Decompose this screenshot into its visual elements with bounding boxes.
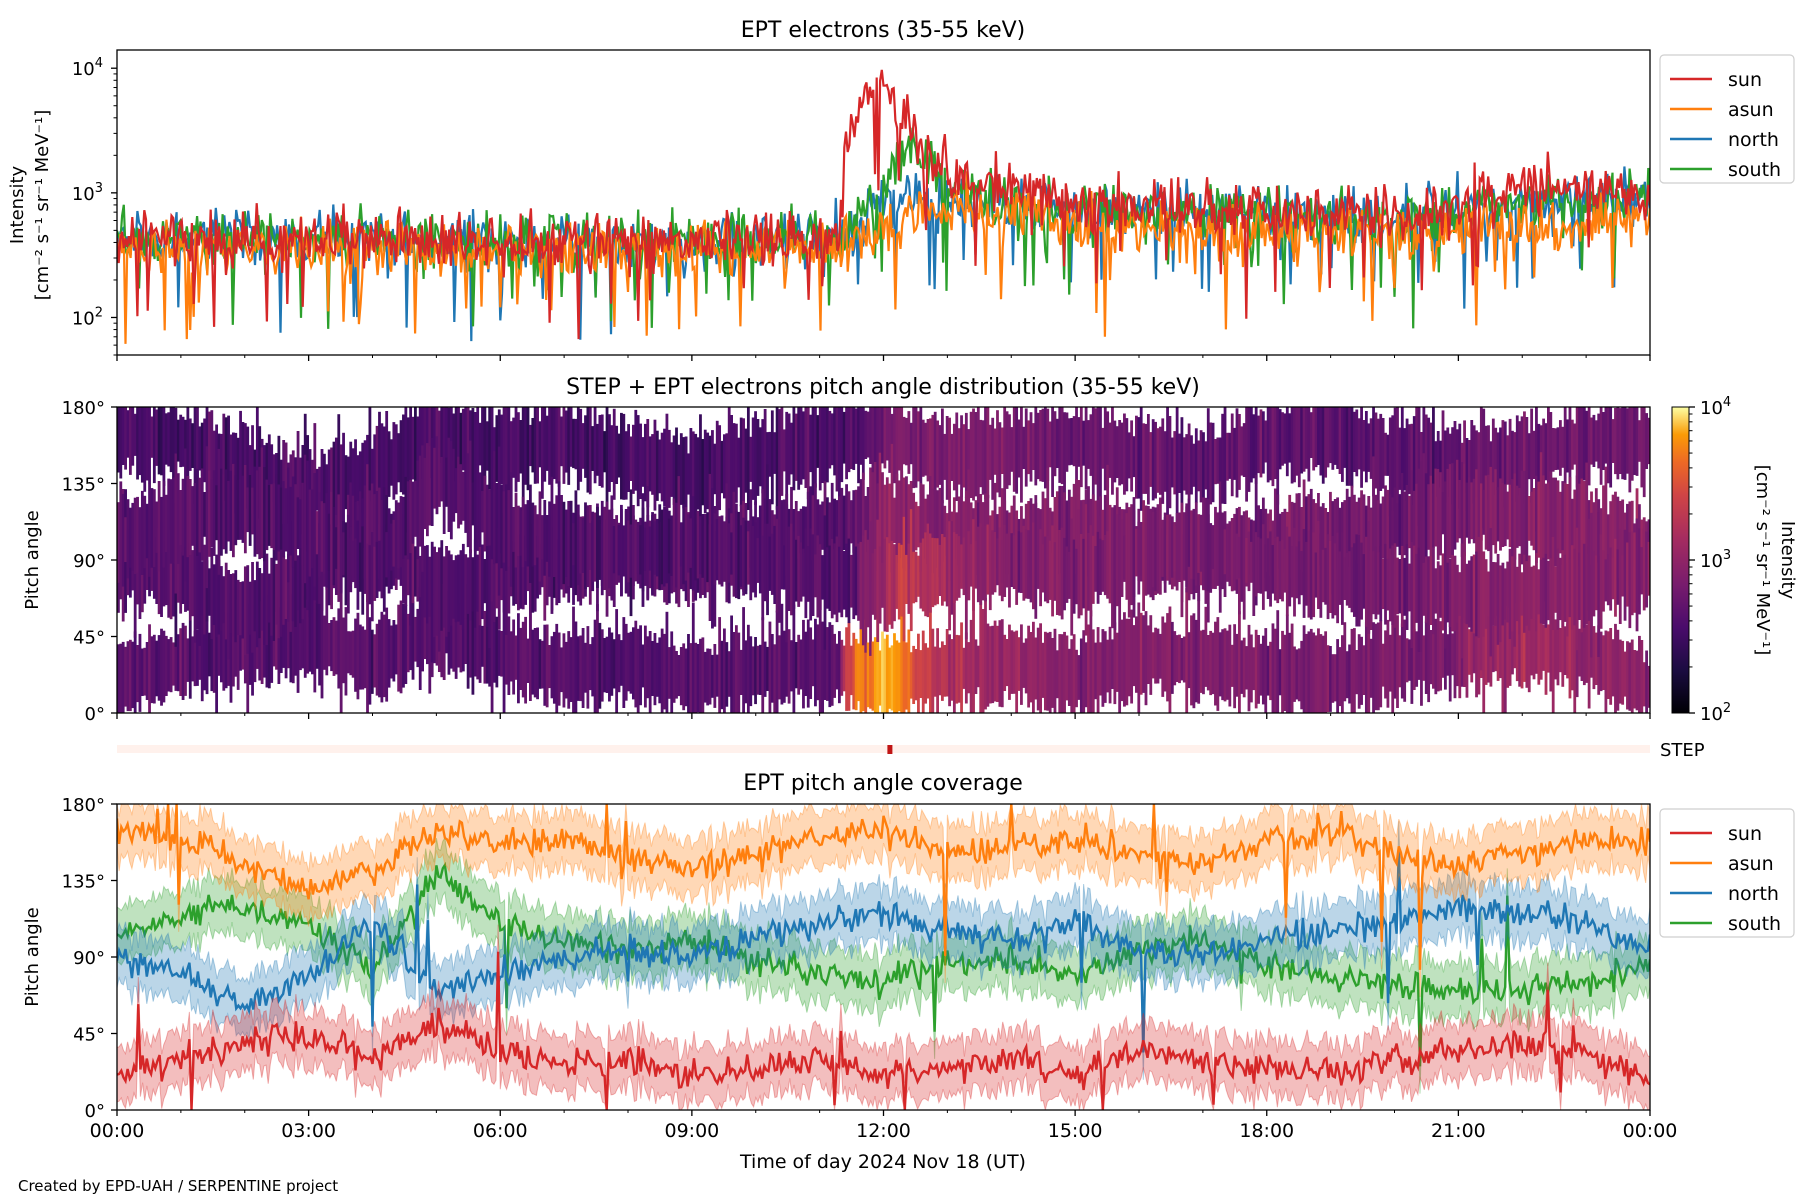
intensity-x-axis: [116, 355, 1651, 361]
legend-label-south: south: [1728, 159, 1781, 181]
intensity-plot-area: [117, 69, 1650, 344]
coverage-x-axis: 00:00 03:00 06:00 09:00 12:00 15:00 18:00 21:00…: [90, 1110, 1678, 1142]
pad-title: STEP + EPT electrons pitch angle distrib…: [566, 375, 1200, 400]
colorbar-tick-label: 103: [1700, 548, 1731, 572]
coverage-ytick-label: 90°: [73, 948, 105, 969]
intensity-series-asun: [117, 171, 1650, 344]
xtick-label: 18:00: [1239, 1120, 1294, 1142]
legend-label-south: south: [1728, 913, 1781, 935]
xtick-label: 03:00: [281, 1120, 336, 1142]
credit-text: Created by EPD-UAH / SERPENTINE project: [18, 1177, 339, 1195]
legend-label-asun: asun: [1728, 99, 1774, 121]
legend-label-sun: sun: [1728, 823, 1762, 845]
step-event-mark: [887, 745, 893, 754]
xtick-label: 12:00: [856, 1120, 911, 1142]
legend-label-sun: sun: [1728, 69, 1762, 91]
coverage-ytick-label: 135°: [62, 872, 105, 893]
pad-heatmap: [117, 407, 1650, 713]
xtick-label: 09:00: [664, 1120, 719, 1142]
step-indicator-bar: [117, 745, 1650, 753]
coverage-series-asun: [117, 804, 1650, 970]
coverage-ylabel: Pitch angle: [22, 907, 43, 1006]
intensity-legend: sun asun north south: [1659, 54, 1795, 184]
coverage-ytick-label: 180°: [62, 795, 105, 816]
xtick-label: 21:00: [1431, 1120, 1486, 1142]
colorbar-ticks: 102 103 104: [1689, 395, 1731, 725]
intensity-ytick-label: 104: [72, 56, 103, 80]
intensity-title: EPT electrons (35-55 keV): [741, 18, 1026, 43]
intensity-ylabel-line1: Intensity: [7, 165, 28, 244]
pad-ytick-label: 135°: [62, 475, 105, 496]
step-label: STEP: [1660, 740, 1705, 761]
legend-box: [1659, 808, 1795, 938]
coverage-band-asun: [117, 804, 1650, 998]
coverage-title: EPT pitch angle coverage: [743, 771, 1023, 796]
xtick-label: 00:00: [1623, 1120, 1678, 1142]
pad-ytick-label: 45°: [73, 628, 105, 649]
coverage-plot-area: [117, 804, 1650, 1110]
intensity-ylabel-line2: [cm⁻² s⁻¹ sr⁻¹ MeV⁻¹]: [32, 110, 53, 301]
colorbar-tick-label: 104: [1700, 395, 1731, 419]
coverage-series-sun: [117, 951, 1650, 1110]
intensity-y-axis: 102 103 104: [72, 56, 117, 356]
coverage-ytick-label: 0°: [85, 1101, 105, 1122]
xtick-label: 06:00: [473, 1120, 528, 1142]
colorbar-tick-label: 102: [1700, 701, 1731, 725]
legend-label-north: north: [1728, 129, 1779, 151]
legend-box: [1659, 54, 1795, 184]
pad-ytick-label: 0°: [85, 704, 105, 725]
coverage-y-axis: 0° 45° 90° 135° 180°: [62, 795, 117, 1122]
x-axis-label: Time of day 2024 Nov 18 (UT): [739, 1151, 1026, 1173]
coverage-band-south: [117, 836, 1650, 1094]
colorbar-label-line1: Intensity: [1777, 521, 1798, 600]
coverage-series-north: [117, 848, 1650, 1053]
xtick-label: 00:00: [90, 1120, 145, 1142]
colorbar: [1671, 406, 1690, 714]
coverage-legend: sun asun north south: [1659, 808, 1795, 938]
legend-label-asun: asun: [1728, 853, 1774, 875]
intensity-ytick-label: 102: [72, 305, 103, 329]
intensity-series-sun: [117, 69, 1650, 340]
coverage-ytick-label: 45°: [73, 1025, 105, 1046]
intensity-ytick-label: 103: [72, 181, 103, 205]
colorbar-label-line2: [cm⁻² s⁻¹ sr⁻¹ MeV⁻¹]: [1752, 465, 1773, 656]
legend-label-north: north: [1728, 883, 1779, 905]
pad-ytick-label: 180°: [62, 398, 105, 419]
pad-ylabel: Pitch angle: [22, 510, 43, 609]
xtick-label: 15:00: [1048, 1120, 1103, 1142]
pad-x-axis: [116, 713, 1651, 719]
pad-ytick-label: 90°: [73, 551, 105, 572]
pad-y-axis: 0° 45° 90° 135° 180°: [62, 398, 117, 725]
